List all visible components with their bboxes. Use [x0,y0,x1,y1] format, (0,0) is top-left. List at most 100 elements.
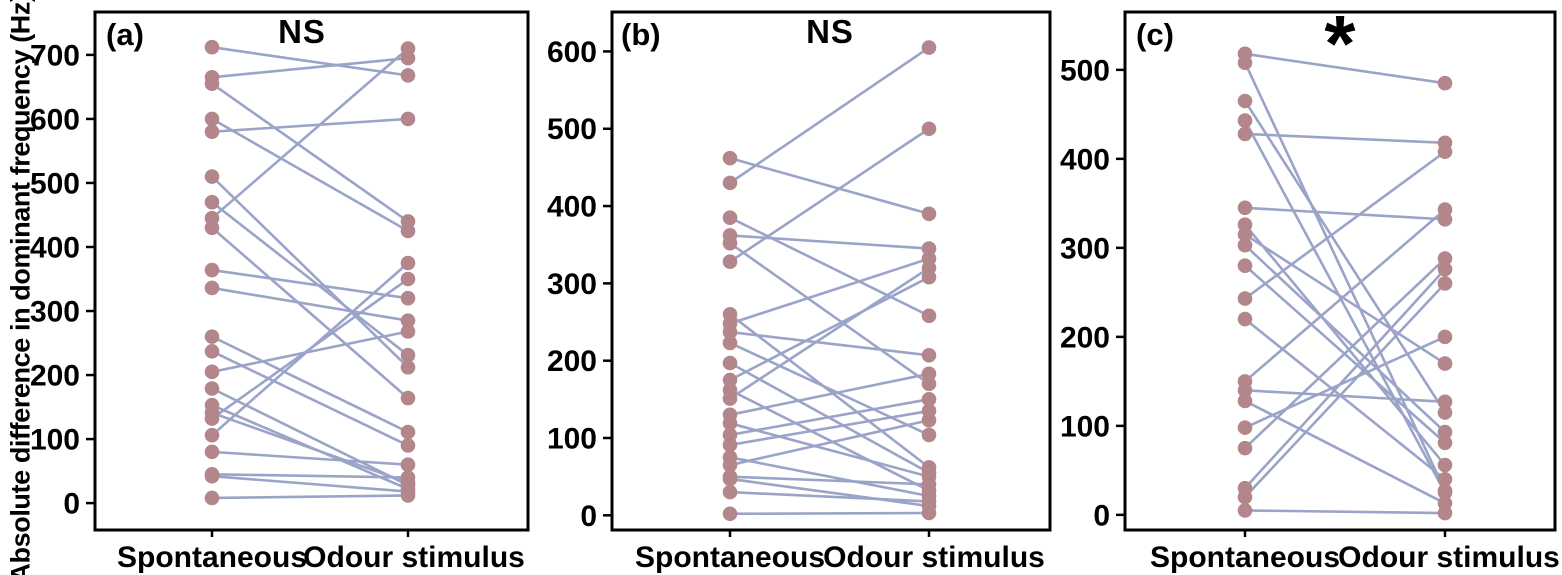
data-point [1237,126,1253,142]
pair-line [728,312,931,469]
data-point [400,255,416,271]
pair-line [1243,119,1447,494]
pair-line [728,216,931,318]
data-point [1437,144,1453,160]
y-tick-label: 100 [1060,410,1110,443]
pair-line [210,175,410,369]
data-point [204,344,220,359]
data-point [921,477,937,492]
data-point [921,505,937,521]
data-point [204,468,220,484]
panel-c-significance: * [1324,0,1356,88]
pair-line [1243,388,1447,404]
y-tick-label: 300 [30,296,80,329]
pair-line [1243,61,1447,493]
data-point [1437,261,1453,277]
data-point [1237,420,1253,435]
pair-line [1243,52,1447,85]
data-point [1437,251,1453,266]
x-tick-label-spontaneous-b: Spontaneous [634,541,826,574]
panel-box [610,10,1052,532]
pair-line [210,330,410,374]
pair-line [210,286,410,322]
data-point [921,308,937,324]
data-point [1437,405,1453,420]
data-point [722,324,738,340]
data-point [1437,276,1453,291]
panel-a-label: (a) [106,17,144,52]
y-tick-label: 400 [30,231,80,264]
x-tick-label-odour-b: Odour stimulus [823,541,1045,574]
data-point [1237,382,1253,398]
data-point [204,169,220,184]
panel-b-significance: NS [806,13,854,50]
y-tick-label: 500 [30,167,80,200]
data-point [204,364,220,380]
data-point [400,111,416,127]
data-point [722,427,738,443]
pair-line [1243,99,1447,414]
pair-line [210,47,410,220]
data-point [400,324,416,339]
data-point [1437,424,1453,440]
pair-line [1243,243,1447,434]
y-tick-label: 400 [547,191,597,224]
data-point [722,355,738,371]
pair-line [210,200,410,357]
data-point [204,381,220,396]
y-axis-title: Absolute difference in dominant frequenc… [5,0,36,575]
data-point [204,124,220,140]
y-tick-label: 600 [547,36,597,69]
data-point [1437,471,1453,487]
pair-line [728,275,931,382]
pair-line [728,257,931,325]
data-point [1237,258,1253,273]
y-tick-label: 400 [1060,143,1110,176]
pair-line [1243,150,1447,300]
data-point [400,290,416,306]
data-point [1237,227,1253,242]
data-point [1237,55,1253,71]
data-point [921,366,937,382]
panel-a-significance: NS [278,13,326,50]
data-point [1437,485,1453,500]
data-point [400,457,416,472]
pair-line [210,387,410,487]
y-tick-label: 100 [30,424,80,457]
pair-line [728,477,931,508]
y-tick-label: 600 [30,103,80,136]
data-point [722,391,738,406]
data-point [722,235,738,251]
data-point [921,392,937,407]
y-tick-label: 700 [30,39,80,72]
pair-line [210,117,410,134]
pair-line [728,475,931,486]
data-point [204,111,220,127]
data-point [400,68,416,83]
pair-line [1243,257,1447,450]
data-point [400,347,416,363]
data-point [400,360,416,375]
data-point [921,260,937,276]
pair-line [728,127,931,264]
data-point [921,376,937,392]
data-point [1437,202,1453,217]
data-point [722,484,738,500]
data-point [1437,75,1453,91]
data-point [400,424,416,440]
data-point [921,206,937,222]
data-point [921,412,937,428]
pair-line [1243,223,1447,467]
data-point [722,416,738,431]
x-tick-label-spontaneous-a: Spontaneous [116,541,308,574]
y-tick-label: 100 [547,422,597,455]
data-point [921,241,937,256]
pair-line [210,411,410,484]
y-tick-label: 0 [1093,499,1110,532]
data-point [722,457,738,473]
data-point [722,471,738,487]
data-point [204,194,220,210]
data-point [204,444,220,460]
data-point [722,175,738,191]
pair-line [1243,206,1447,221]
